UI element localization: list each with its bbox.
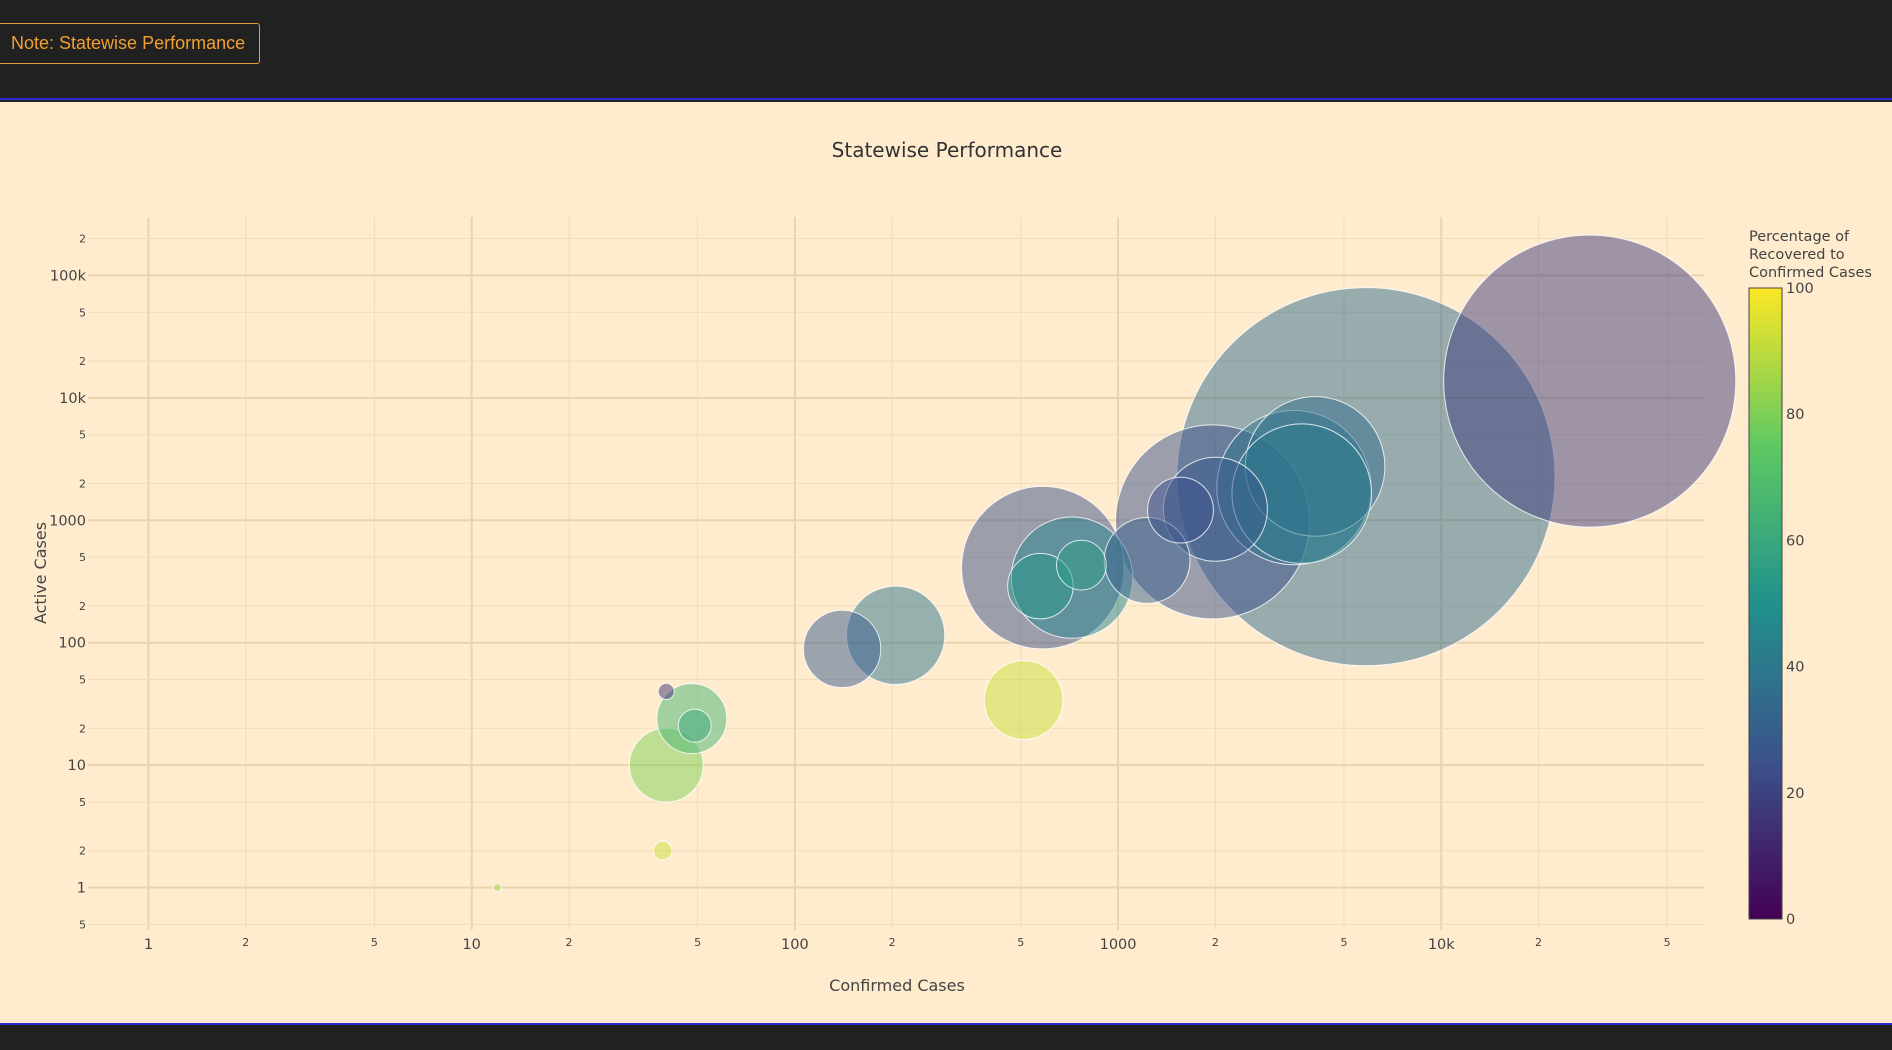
data-point[interactable] — [492, 883, 502, 893]
colorbar-tick-label: 40 — [1786, 660, 1804, 676]
y-minor-tick-label: 5 — [79, 551, 86, 564]
top-bar: Note: Statewise Performance — [0, 0, 1892, 100]
bottom-bar — [0, 1023, 1892, 1050]
data-point[interactable] — [802, 609, 882, 689]
data-points — [492, 234, 1737, 893]
y-minor-tick-label: 5 — [79, 306, 86, 319]
y-major-tick-label: 10 — [68, 758, 86, 774]
colorbar-title: Percentage of Recovered to Confirmed Cases — [1749, 229, 1872, 281]
y-major-tick-label: 100k — [50, 268, 87, 284]
y-minor-tick-label: 5 — [79, 918, 86, 931]
y-minor-tick-label: 5 — [79, 796, 86, 809]
x-axis-title: Confirmed Cases — [829, 976, 965, 995]
x-minor-tick-label: 5 — [371, 936, 378, 949]
y-major-tick-label: 1000 — [49, 513, 86, 529]
y-major-tick-label: 10k — [59, 391, 86, 407]
colorbar-tick-label: 60 — [1786, 533, 1804, 549]
y-minor-tick-label: 5 — [79, 674, 86, 687]
data-point[interactable] — [1056, 539, 1107, 591]
y-minor-tick-label: 2 — [79, 845, 86, 858]
x-minor-tick-label: 2 — [242, 936, 249, 949]
chart-title: Statewise Performance — [832, 138, 1063, 162]
note-button[interactable]: Note: Statewise Performance — [0, 23, 261, 64]
data-point[interactable] — [677, 708, 712, 743]
colorbar-ticks: 0 20 40 60 80 100 — [1786, 281, 1814, 928]
y-major-tick-label: 1 — [77, 881, 86, 897]
colorbar: Percentage of Recovered to Confirmed Cases… — [1748, 229, 1872, 928]
x-major-tick-label: 1 — [144, 937, 153, 953]
colorbar-tick-label: 20 — [1786, 786, 1804, 802]
x-minor-tick-label: 2 — [889, 936, 896, 949]
y-minor-tick-label: 2 — [79, 355, 86, 368]
y-axis-ticks: 5 2 5 2 5 2 5 2 5 2 5 2 1 10 100 1000 10k 100k — [49, 233, 87, 932]
y-minor-tick-label: 2 — [79, 722, 86, 735]
data-point[interactable] — [652, 840, 673, 861]
plot-area: Statewise Performance 2 5 2 5 2 5 2 5 2 5 1 10 100 10… — [0, 102, 1892, 1023]
y-minor-tick-label: 5 — [79, 429, 86, 442]
scatter-chart: Statewise Performance 2 5 2 5 2 5 2 5 2 51 10 100 10… — [31, 138, 1872, 995]
colorbar-tick-label: 100 — [1786, 281, 1814, 297]
y-minor-tick-label: 2 — [79, 233, 86, 246]
x-minor-tick-label: 2 — [1535, 936, 1542, 949]
x-minor-tick-label: 5 — [694, 936, 701, 949]
x-major-tick-label: 10k — [1428, 937, 1455, 953]
x-major-tick-label: 100 — [781, 937, 809, 953]
x-axis-ticks: 2 5 2 5 2 5 2 5 2 5 1 10 100 1000 10k — [144, 936, 1671, 953]
data-point[interactable] — [983, 660, 1064, 740]
y-minor-tick-label: 2 — [79, 477, 86, 490]
y-axis-title: Active Cases — [31, 522, 50, 624]
x-minor-tick-label: 5 — [1340, 936, 1347, 949]
x-major-tick-label: 1000 — [1100, 937, 1137, 953]
colorbar-tick-label: 80 — [1786, 407, 1804, 423]
y-minor-tick-label: 2 — [79, 600, 86, 613]
y-major-tick-label: 100 — [58, 636, 86, 652]
data-point[interactable] — [1443, 234, 1737, 528]
x-minor-tick-label: 2 — [1212, 936, 1219, 949]
x-minor-tick-label: 5 — [1664, 936, 1671, 949]
colorbar-tick-label: 0 — [1786, 912, 1795, 928]
x-major-tick-label: 10 — [462, 937, 480, 953]
data-point[interactable] — [657, 682, 675, 700]
x-minor-tick-label: 5 — [1017, 936, 1024, 949]
colorbar-gradient — [1748, 287, 1783, 920]
data-point[interactable] — [1147, 476, 1214, 544]
x-minor-tick-label: 2 — [565, 936, 572, 949]
